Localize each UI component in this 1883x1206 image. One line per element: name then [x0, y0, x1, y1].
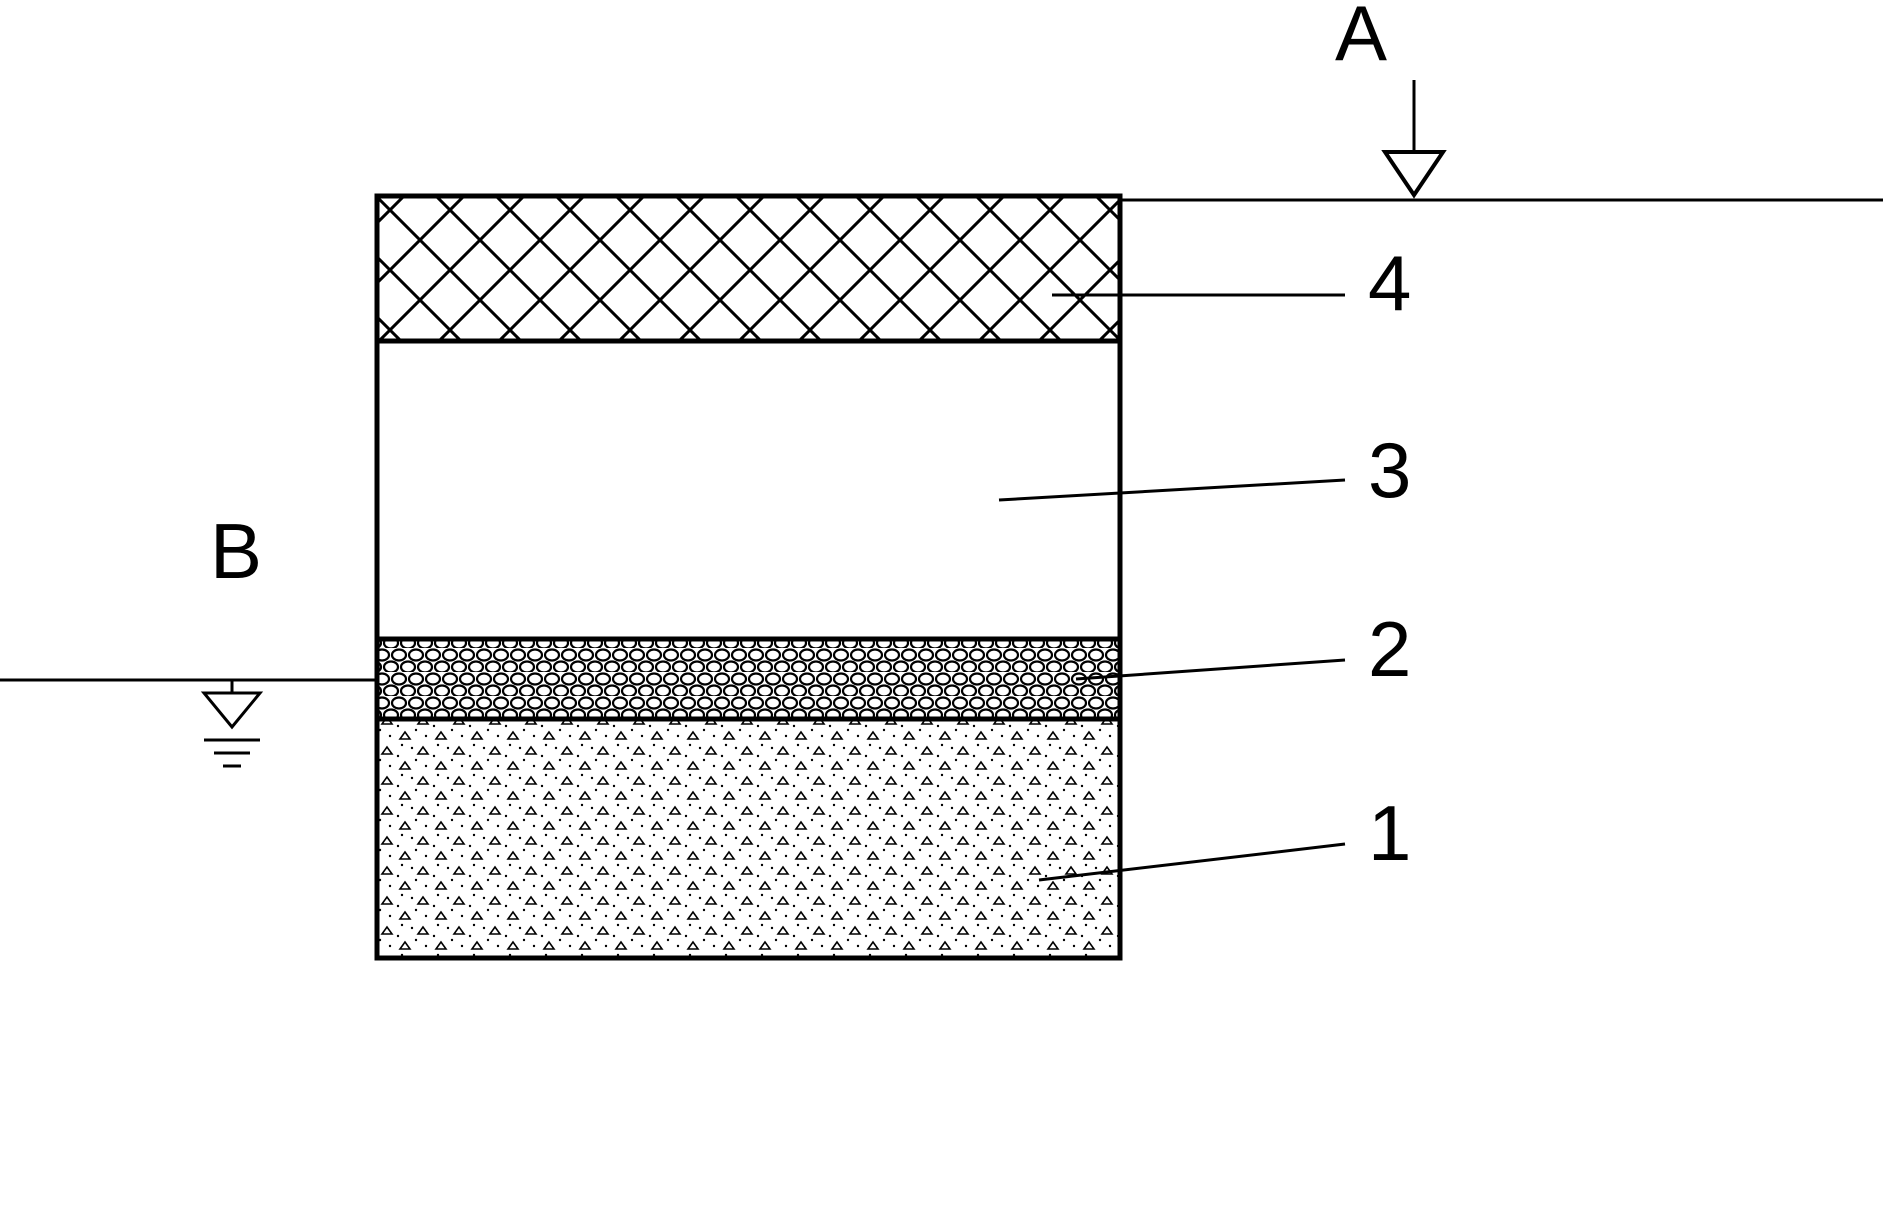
label-2: 2	[1368, 605, 1411, 693]
layer-2	[377, 639, 1120, 719]
marker-b-triangle	[204, 693, 260, 727]
marker-a-arrow	[1385, 152, 1443, 195]
cross-section-svg: A B 4 3 2 1	[0, 0, 1883, 1206]
layer-4	[377, 196, 1120, 341]
layer-1	[377, 719, 1120, 958]
layer-3	[377, 341, 1120, 639]
label-4: 4	[1368, 239, 1411, 327]
label-3: 3	[1368, 426, 1411, 514]
label-A: A	[1335, 0, 1387, 77]
label-1: 1	[1368, 789, 1411, 877]
label-B: B	[210, 507, 262, 595]
diagram-container: A B 4 3 2 1	[0, 0, 1883, 1206]
